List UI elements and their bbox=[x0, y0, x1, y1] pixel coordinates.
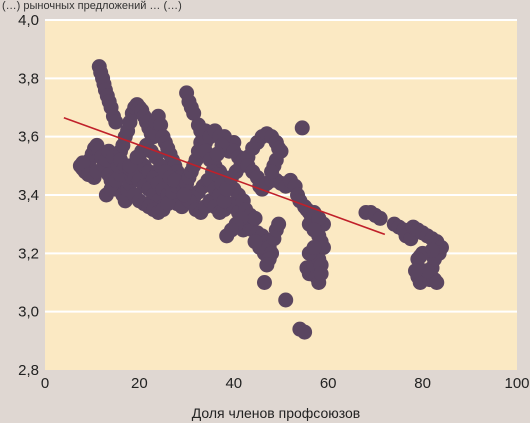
data-point bbox=[313, 266, 329, 282]
data-point bbox=[209, 146, 225, 162]
data-point bbox=[219, 181, 235, 197]
data-point bbox=[306, 240, 322, 255]
data-point bbox=[278, 292, 294, 308]
trend-line bbox=[63, 116, 386, 236]
data-point bbox=[247, 234, 263, 250]
x-tick-label: 40 bbox=[225, 375, 242, 392]
data-points bbox=[72, 59, 449, 340]
data-point bbox=[153, 117, 169, 133]
data-point bbox=[306, 222, 322, 238]
data-point bbox=[297, 324, 313, 340]
x-tick-label: 80 bbox=[414, 375, 431, 392]
x-tick-label: 0 bbox=[41, 375, 49, 392]
x-axis-label: Доля членов профсоюзов bbox=[192, 405, 360, 421]
y-tick-label: 3,8 bbox=[18, 70, 39, 87]
x-tick-label: 100 bbox=[504, 375, 529, 392]
data-point bbox=[264, 164, 280, 180]
data-point bbox=[271, 216, 287, 232]
data-point bbox=[186, 105, 202, 121]
data-point bbox=[219, 228, 235, 244]
chart-title-fragment: (…) рыночных предложений … (…) bbox=[2, 0, 182, 12]
data-point bbox=[410, 251, 426, 267]
x-tick-label: 20 bbox=[131, 375, 148, 392]
data-point bbox=[247, 210, 263, 226]
data-point bbox=[160, 196, 176, 212]
data-point bbox=[216, 193, 232, 209]
y-tick-label: 3,6 bbox=[18, 129, 39, 146]
data-point bbox=[108, 114, 124, 130]
data-point bbox=[256, 275, 272, 290]
data-point bbox=[429, 275, 445, 290]
y-tick-label: 3,0 bbox=[18, 304, 39, 321]
data-point bbox=[176, 187, 192, 203]
y-tick-label: 3,4 bbox=[18, 187, 39, 204]
y-tick-label: 3,2 bbox=[18, 245, 39, 262]
data-point bbox=[167, 172, 183, 188]
y-tick-label: 4,0 bbox=[18, 12, 39, 29]
x-tick-label: 60 bbox=[320, 375, 337, 392]
y-tick-label: 2,8 bbox=[18, 362, 39, 379]
data-point bbox=[311, 210, 327, 226]
data-point bbox=[75, 155, 91, 171]
data-point bbox=[294, 120, 310, 136]
data-point bbox=[408, 263, 424, 279]
data-point bbox=[419, 263, 435, 279]
data-point bbox=[259, 257, 275, 273]
y-tick-labels: 2,8 3,0 3,2 3,4 3,6 3,8 4,0 bbox=[18, 12, 39, 379]
x-tick-labels: 0 20 40 60 80 100 bbox=[41, 375, 530, 392]
data-point bbox=[372, 210, 388, 226]
